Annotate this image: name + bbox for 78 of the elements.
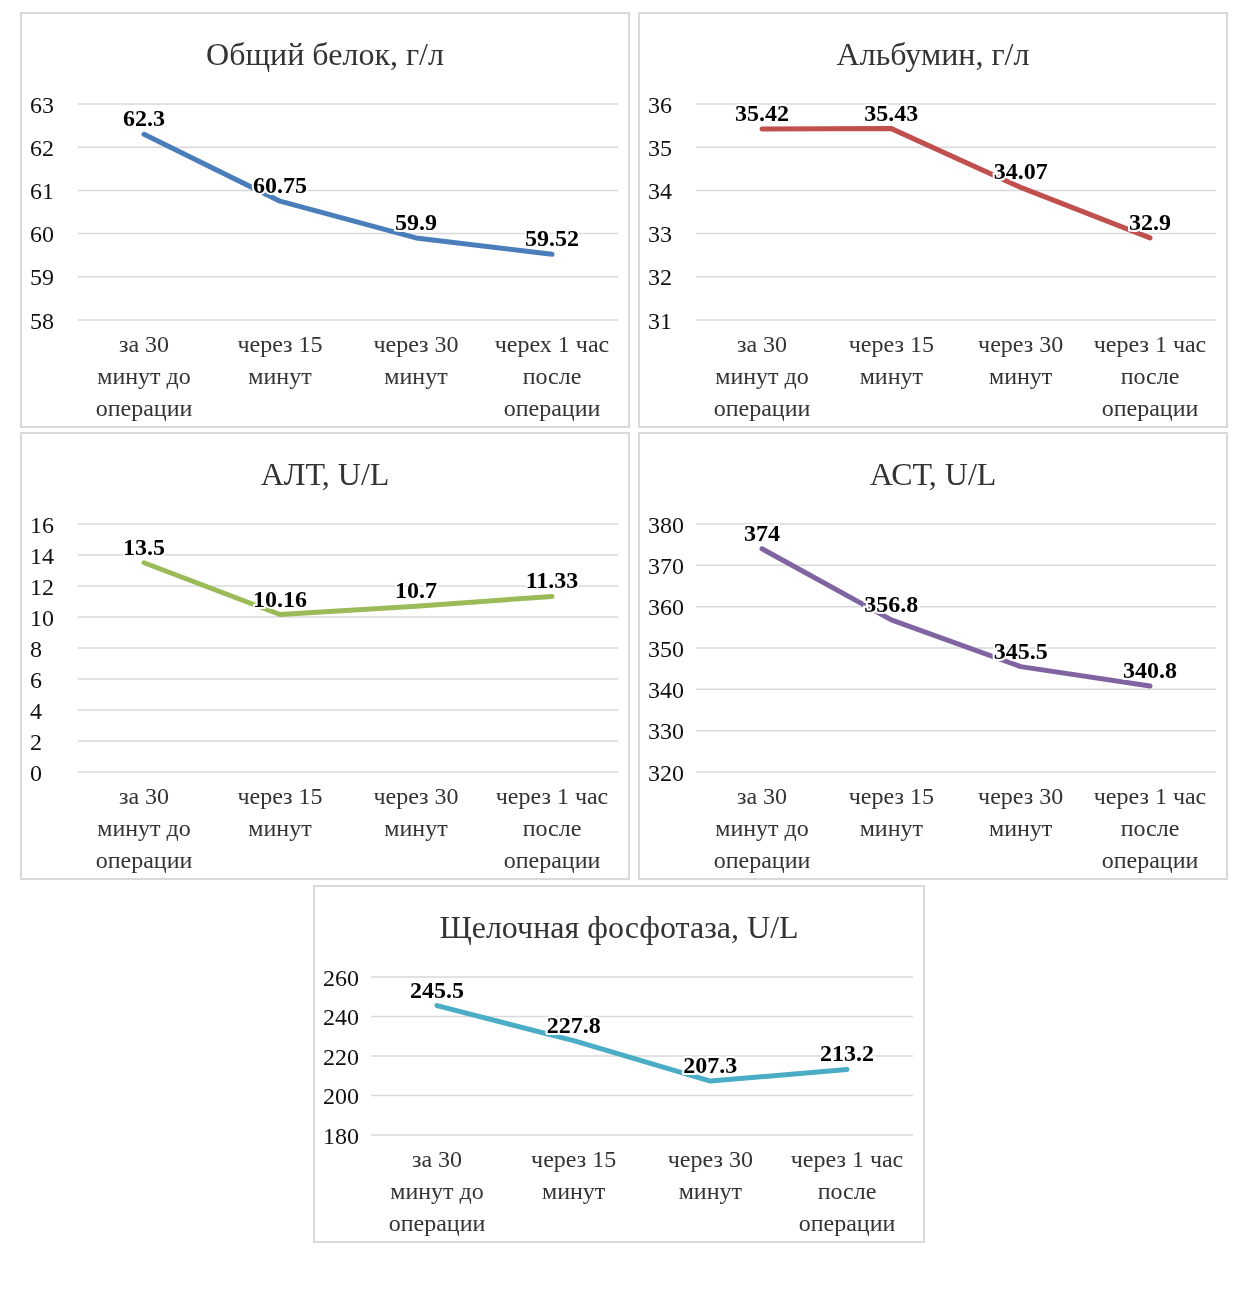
- y-tick-label: 61: [30, 177, 54, 204]
- data-label: 59.52: [525, 225, 579, 252]
- data-label: 13.5: [123, 533, 165, 560]
- data-label: 10.7: [395, 577, 437, 604]
- x-tick-label: за 30 минут до операции: [95, 331, 193, 421]
- data-label: 356.8: [864, 590, 919, 617]
- y-tick-label: 200: [323, 1083, 359, 1110]
- y-tick-label: 35: [648, 134, 672, 161]
- data-label: 340.8: [1123, 657, 1177, 684]
- x-tick-label: через 1 час после операции: [1093, 331, 1207, 421]
- x-tick-label: за 30 минут до операции: [713, 331, 811, 421]
- data-label: 35.43: [864, 99, 919, 126]
- x-tick-label: через 15 минут: [531, 1146, 617, 1204]
- x-tick-label: за 30 минут до операции: [95, 783, 193, 873]
- x-tick-label: через 30 минут: [373, 331, 459, 389]
- x-tick-label: через 30 минут: [667, 1146, 753, 1204]
- data-label: 10.16: [253, 585, 307, 612]
- y-tick-label: 6: [30, 666, 42, 693]
- y-tick-label: 0: [30, 759, 42, 786]
- y-tick-label: 180: [323, 1122, 359, 1149]
- chart-title: АСТ, U/L: [868, 456, 998, 493]
- y-tick-label: 10: [30, 604, 54, 631]
- y-tick-label: 62: [30, 134, 54, 161]
- y-tick-label: 220: [323, 1043, 359, 1070]
- y-tick-label: 330: [648, 718, 684, 745]
- x-tick-label: через 1 час после операции: [495, 783, 609, 873]
- x-tick-label: через 15 минут: [237, 783, 323, 841]
- y-tick-label: 14: [30, 542, 54, 569]
- x-tick-label: через 15 минут: [237, 331, 323, 389]
- y-tick-label: 2: [30, 728, 42, 755]
- data-label: 32.9: [1129, 208, 1171, 235]
- y-tick-label: 58: [30, 307, 54, 334]
- x-tick-label: через 15 минут: [848, 783, 934, 841]
- y-tick-label: 59: [30, 264, 54, 291]
- data-label: 34.07: [993, 158, 1048, 185]
- y-tick-label: 240: [323, 1004, 359, 1031]
- x-tick-label: через 30 минут: [373, 783, 459, 841]
- y-tick-label: 360: [648, 594, 684, 621]
- y-tick-label: 350: [648, 635, 684, 662]
- x-tick-label: через 30 минут: [978, 331, 1064, 389]
- y-tick-label: 32: [648, 264, 672, 291]
- data-label: 245.5: [410, 976, 464, 1003]
- chart-title: Альбумин, г/л: [835, 36, 1031, 73]
- x-tick-label: через 1 час после операции: [1093, 783, 1207, 873]
- x-tick-label: за 30 минут до операции: [713, 783, 811, 873]
- data-label: 11.33: [525, 567, 579, 594]
- data-label: 213.2: [820, 1040, 874, 1067]
- y-tick-label: 12: [30, 573, 54, 600]
- y-tick-label: 320: [648, 759, 684, 786]
- data-label: 345.5: [993, 637, 1048, 664]
- y-tick-label: 36: [648, 91, 672, 118]
- y-tick-label: 340: [648, 676, 684, 703]
- y-tick-label: 31: [648, 307, 672, 334]
- data-label: 60.75: [253, 172, 307, 199]
- x-tick-label: через 1 час после операции: [790, 1146, 904, 1236]
- y-tick-label: 33: [648, 221, 672, 248]
- y-tick-label: 370: [648, 552, 684, 579]
- data-label: 207.3: [683, 1052, 738, 1079]
- y-tick-label: 8: [30, 635, 42, 662]
- y-tick-label: 16: [30, 511, 54, 538]
- y-tick-label: 34: [648, 177, 672, 204]
- data-label: 374: [744, 519, 780, 546]
- chart-title: Щелочная фосфотаза, U/L: [438, 909, 800, 946]
- y-tick-label: 60: [30, 221, 54, 248]
- data-label: 35.42: [735, 100, 789, 127]
- x-tick-label: через 15 минут: [848, 331, 934, 389]
- data-label: 62.3: [123, 105, 165, 132]
- chart-title: АЛТ, U/L: [259, 456, 391, 493]
- x-tick-label: через 30 минут: [978, 783, 1064, 841]
- x-tick-label: черех 1 час после операции: [494, 331, 610, 421]
- y-tick-label: 380: [648, 511, 684, 538]
- chart-title: Общий белок, г/л: [205, 36, 445, 73]
- data-label: 227.8: [546, 1011, 601, 1038]
- data-label: 59.9: [395, 208, 437, 235]
- x-tick-label: за 30 минут до операции: [388, 1146, 486, 1236]
- y-tick-label: 260: [323, 964, 359, 991]
- y-tick-label: 63: [30, 91, 54, 118]
- y-tick-label: 4: [30, 697, 42, 724]
